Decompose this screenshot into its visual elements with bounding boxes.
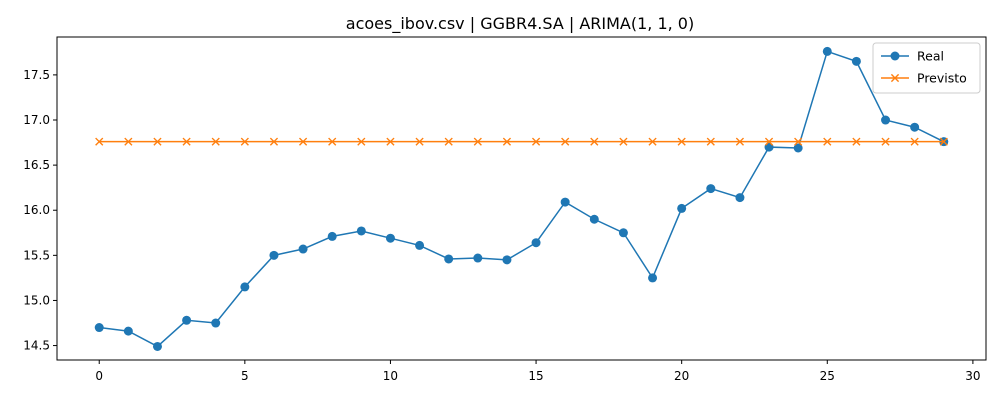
x-tick-label: 15: [528, 369, 543, 383]
data-point-previsto: [910, 137, 919, 146]
data-point-real: [822, 46, 832, 56]
data-point-real: [240, 282, 250, 292]
x-tick-label: 20: [674, 369, 689, 383]
data-point-real: [444, 254, 454, 264]
y-tick-label: 14.5: [23, 339, 50, 353]
data-point-real: [211, 318, 221, 328]
legend-item-previsto: Previsto: [881, 71, 967, 86]
data-point-previsto: [182, 137, 191, 146]
data-point-real: [560, 197, 570, 207]
data-point-previsto: [415, 137, 424, 146]
y-tick-label: 16.5: [23, 158, 50, 172]
data-point-previsto: [794, 137, 803, 146]
data-point-previsto: [881, 137, 890, 146]
y-tick-label: 15.5: [23, 248, 50, 262]
data-point-previsto: [269, 137, 279, 146]
data-point-real: [881, 115, 891, 125]
x-tick-label: 30: [965, 369, 980, 383]
data-point-real: [385, 233, 395, 243]
data-point-previsto: [677, 137, 686, 146]
data-point-real: [648, 273, 658, 283]
data-point-real: [182, 315, 192, 325]
data-point-real: [473, 253, 483, 263]
plot-area: [94, 46, 949, 351]
axes-frame: [56, 36, 987, 361]
data-point-real: [677, 203, 687, 213]
data-point-real: [706, 184, 716, 194]
data-point-previsto: [939, 137, 948, 146]
data-point-previsto: [735, 137, 745, 146]
data-point-real: [298, 244, 308, 254]
data-point-previsto: [95, 137, 104, 146]
x-tick-label: 5: [241, 369, 249, 383]
legend-marker-x: [890, 73, 900, 83]
data-point-previsto: [153, 137, 162, 146]
legend-marker-circle: [890, 51, 900, 61]
data-point-previsto: [357, 137, 366, 146]
data-point-real: [531, 238, 541, 248]
data-point-previsto: [502, 137, 512, 146]
data-point-real: [269, 250, 279, 260]
data-point-previsto: [386, 137, 395, 146]
y-tick-label: 17.5: [23, 68, 50, 82]
legend: Real Previsto: [872, 42, 981, 94]
data-point-previsto: [444, 137, 453, 146]
data-point-real: [851, 56, 861, 66]
data-point-real: [94, 323, 104, 333]
x-tick-label: 25: [820, 369, 835, 383]
series-previsto: [95, 137, 948, 146]
data-point-previsto: [619, 137, 628, 146]
y-tick-label: 15.0: [23, 293, 50, 307]
data-point-previsto: [590, 137, 599, 146]
y-tick-label: 17.0: [23, 113, 50, 127]
data-point-real: [123, 326, 133, 336]
x-tick-label: 10: [383, 369, 398, 383]
data-point-real: [327, 231, 337, 241]
data-point-real: [415, 240, 425, 250]
data-point-real: [793, 143, 803, 153]
data-point-real: [735, 193, 745, 203]
data-point-previsto: [648, 137, 657, 146]
data-point-previsto: [328, 137, 337, 146]
legend-label: Real: [917, 49, 944, 64]
data-point-previsto: [473, 137, 482, 146]
data-point-previsto: [211, 137, 220, 146]
data-point-previsto: [531, 137, 541, 146]
data-point-real: [152, 341, 162, 351]
x-tick-label: 0: [95, 369, 103, 383]
y-tick-label: 16.0: [23, 203, 50, 217]
data-point-previsto: [764, 137, 774, 146]
data-point-previsto: [823, 137, 832, 146]
y-axis: 14.5 15.0 15.5 16.0 16.5 17.0 17.5: [23, 68, 57, 353]
data-point-real: [589, 214, 599, 224]
data-point-previsto: [240, 137, 249, 146]
data-point-previsto: [561, 137, 570, 146]
series-line-real: [99, 50, 945, 348]
data-point-real: [356, 226, 366, 236]
data-point-previsto: [852, 137, 861, 146]
data-point-real: [910, 122, 920, 132]
series-real: [94, 46, 949, 351]
data-point-previsto: [706, 137, 715, 146]
legend-label: Previsto: [917, 71, 967, 86]
chart-title: acoes_ibov.csv | GGBR4.SA | ARIMA(1, 1, …: [346, 14, 694, 34]
data-point-previsto: [124, 137, 133, 146]
legend-item-real: Real: [881, 49, 944, 64]
data-point-previsto: [298, 137, 308, 146]
data-point-real: [618, 228, 628, 238]
x-axis: 0 5 10 15 20 25 30: [95, 360, 981, 383]
data-point-real: [502, 255, 512, 265]
